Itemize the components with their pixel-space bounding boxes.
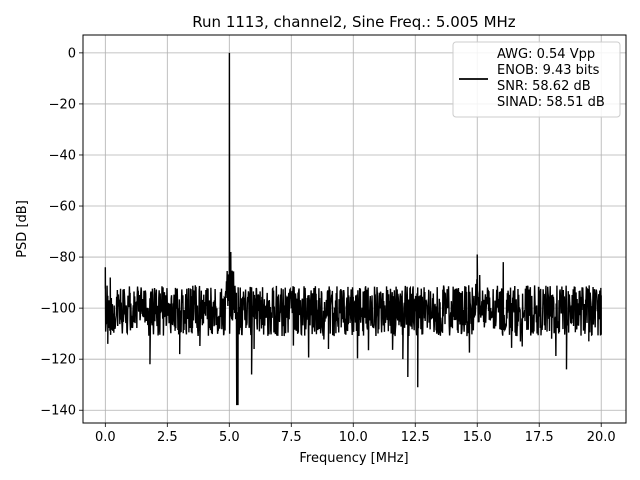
plot-frame xyxy=(82,34,627,424)
y-tick-label: −100 xyxy=(40,302,76,317)
x-tick-label: 5.0 xyxy=(219,430,240,445)
x-tick-label: 12.5 xyxy=(401,430,430,445)
x-axis-label: Frequency [MHz] xyxy=(299,451,408,466)
y-tick-label: −60 xyxy=(49,200,76,215)
legend-line-snr: SNR: 58.62 dB xyxy=(497,79,591,94)
y-tick-label: 0 xyxy=(68,46,76,61)
x-tick-label: 0.0 xyxy=(95,430,116,445)
x-tick-label: 7.5 xyxy=(281,430,302,445)
y-tick-label: −120 xyxy=(40,353,76,368)
y-axis: 0 −20 −40 −60 −80 −100 −120 −140 xyxy=(40,46,83,419)
psd-series-line xyxy=(104,52,602,406)
x-tick-label: 20.0 xyxy=(587,430,616,445)
legend-line-sinad: SINAD: 58.51 dB xyxy=(497,95,605,110)
legend-line-enob: ENOB: 9.43 bits xyxy=(497,63,600,78)
x-tick-label: 15.0 xyxy=(463,430,492,445)
x-tick-label: 2.5 xyxy=(157,430,178,445)
y-axis-label: PSD [dB] xyxy=(15,200,30,258)
y-tick-label: −20 xyxy=(49,97,76,112)
y-tick-label: −80 xyxy=(49,251,76,266)
plot-area xyxy=(104,52,602,406)
x-axis: 0.0 2.5 5.0 7.5 10.0 12.5 15.0 17.5 20.0 xyxy=(95,423,616,445)
legend-box xyxy=(452,41,621,118)
legend-line-awg: AWG: 0.54 Vpp xyxy=(497,47,595,62)
legend: AWG: 0.54 Vpp ENOB: 9.43 bits SNR: 58.62… xyxy=(452,41,621,118)
chart-title: Run 1113, channel2, Sine Freq.: 5.005 MH… xyxy=(192,13,516,31)
x-tick-label: 17.5 xyxy=(525,430,554,445)
x-tick-label: 10.0 xyxy=(339,430,368,445)
y-tick-label: −40 xyxy=(49,148,76,163)
y-tick-label: −140 xyxy=(40,404,76,419)
